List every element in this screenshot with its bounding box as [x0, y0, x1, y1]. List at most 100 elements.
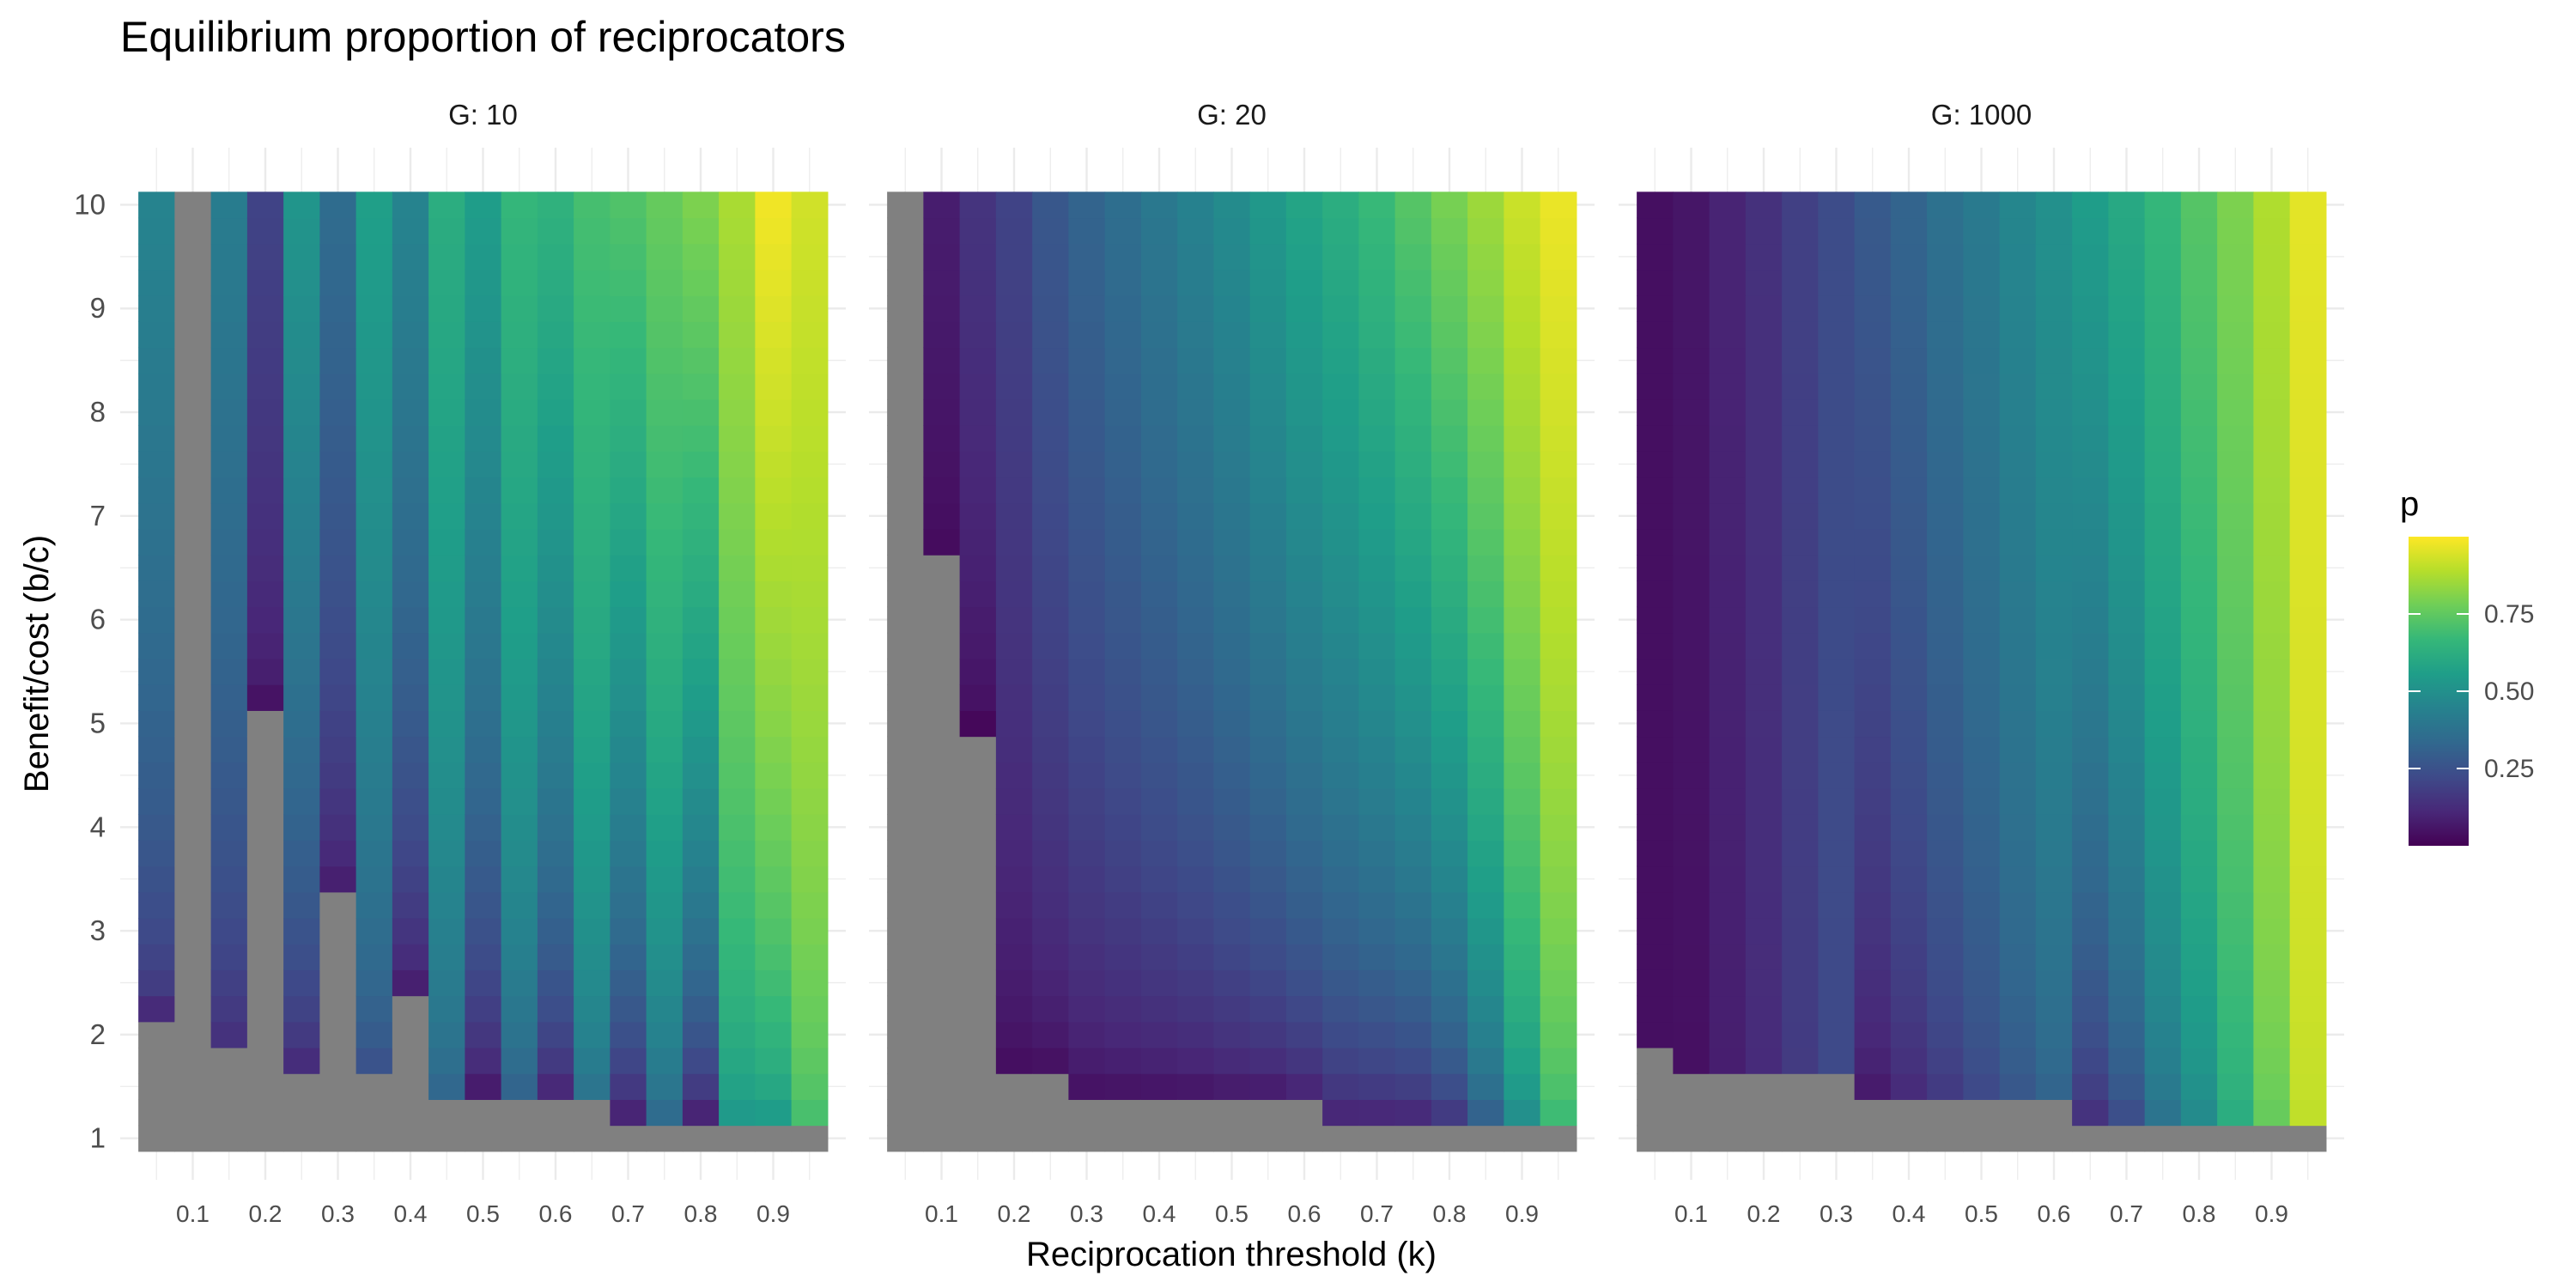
- heatmap-tile: [1032, 944, 1069, 970]
- heatmap-tile: [501, 191, 538, 219]
- heatmap-tile: [646, 969, 683, 997]
- heatmap-tile: [1467, 684, 1504, 711]
- heatmap-tile: [246, 969, 284, 997]
- heatmap-tile: [2144, 917, 2182, 945]
- heatmap-tile: [995, 736, 1033, 763]
- heatmap-tile: [392, 1047, 429, 1074]
- heatmap-tile: [174, 528, 212, 556]
- heatmap-tile: [1927, 632, 1964, 659]
- heatmap-tile: [646, 347, 683, 374]
- heatmap-tile: [319, 1125, 357, 1152]
- heatmap-tile: [646, 580, 683, 608]
- x-tick-label: 0.8: [2183, 1200, 2216, 1227]
- heatmap-tile: [1431, 632, 1468, 659]
- heatmap-tile: [1467, 762, 1504, 789]
- heatmap-tile: [1322, 1099, 1359, 1127]
- heatmap-tile: [355, 995, 393, 1023]
- heatmap-tile: [1177, 477, 1214, 504]
- heatmap-tile: [959, 814, 997, 841]
- heatmap-tile: [392, 191, 429, 219]
- heatmap-tile: [1818, 736, 1856, 763]
- heatmap-tile: [682, 762, 720, 789]
- heatmap-tile: [174, 684, 212, 711]
- heatmap-tile: [755, 295, 793, 322]
- heatmap-tile: [1709, 425, 1747, 452]
- heatmap-tile: [501, 373, 538, 400]
- heatmap-tile: [2253, 995, 2291, 1023]
- heatmap-tile: [574, 1125, 611, 1152]
- heatmap-tile: [1890, 1099, 1928, 1127]
- heatmap-tile: [2253, 1125, 2291, 1152]
- heatmap-tile: [1285, 787, 1323, 815]
- heatmap-tile: [682, 969, 720, 997]
- heatmap-tile: [2072, 580, 2109, 608]
- heatmap-tile: [1540, 969, 1577, 997]
- heatmap-tile: [174, 944, 212, 970]
- heatmap-tile: [1927, 1073, 1964, 1100]
- heatmap-tile: [1140, 191, 1178, 219]
- heatmap-tile: [1068, 1125, 1106, 1152]
- heatmap-tile: [1504, 502, 1541, 530]
- heatmap-tile: [719, 1021, 756, 1048]
- heatmap-tile: [1854, 944, 1892, 970]
- heatmap-tile: [1782, 891, 1819, 919]
- heatmap-tile: [1673, 321, 1710, 349]
- heatmap-tile: [1782, 840, 1819, 867]
- heatmap-tile: [2253, 451, 2291, 478]
- heatmap-tile: [959, 398, 997, 426]
- heatmap-tile: [1745, 373, 1783, 400]
- heatmap-tile: [1854, 1073, 1892, 1100]
- heatmap-tile: [1358, 891, 1396, 919]
- heatmap-tile: [2180, 1073, 2218, 1100]
- heatmap-tile: [2180, 944, 2218, 970]
- heatmap-tile: [1431, 398, 1468, 426]
- heatmap-tile: [392, 736, 429, 763]
- heatmap-tile: [923, 243, 961, 270]
- heatmap-tile: [1540, 840, 1577, 867]
- heatmap-tile: [755, 269, 793, 296]
- heatmap-tile: [1818, 398, 1856, 426]
- heatmap-tile: [2035, 373, 2073, 400]
- heatmap-tile: [1394, 243, 1432, 270]
- heatmap-tile: [1249, 580, 1287, 608]
- heatmap-tile: [501, 606, 538, 634]
- heatmap-tile: [2035, 814, 2073, 841]
- heatmap-tile: [2072, 969, 2109, 997]
- heatmap-tile: [537, 658, 574, 685]
- heatmap-tile: [1673, 632, 1710, 659]
- heatmap-tile: [2180, 269, 2218, 296]
- heatmap-tile: [537, 191, 574, 219]
- heatmap-tile: [1745, 891, 1783, 919]
- heatmap-tile: [1104, 451, 1142, 478]
- heatmap-tile: [1854, 269, 1892, 296]
- heatmap-tile: [428, 995, 465, 1023]
- heatmap-tile: [959, 995, 997, 1023]
- heatmap-tile: [959, 736, 997, 763]
- heatmap-tile: [755, 477, 793, 504]
- heatmap-tile: [1249, 658, 1287, 685]
- heatmap-tile: [1854, 398, 1892, 426]
- heatmap-tile: [2217, 528, 2254, 556]
- heatmap-tile: [501, 477, 538, 504]
- heatmap-tile: [2144, 321, 2182, 349]
- heatmap-tile: [1673, 502, 1710, 530]
- heatmap-tile: [210, 580, 248, 608]
- heatmap-tile: [1213, 917, 1251, 945]
- heatmap-tile: [610, 762, 647, 789]
- heatmap-tile: [646, 684, 683, 711]
- heatmap-tile: [2180, 1125, 2218, 1152]
- heatmap-tile: [1467, 1125, 1504, 1152]
- heatmap-tile: [1637, 944, 1674, 970]
- heatmap-tile: [1782, 269, 1819, 296]
- heatmap-tile: [465, 398, 502, 426]
- heatmap-tile: [574, 995, 611, 1023]
- heatmap-tile: [1213, 217, 1251, 245]
- heatmap-tile: [1818, 944, 1856, 970]
- heatmap-tile: [1213, 1099, 1251, 1127]
- x-axis-title: Reciprocation threshold (k): [1026, 1236, 1437, 1273]
- heatmap-tile: [1104, 632, 1142, 659]
- heatmap-tile: [755, 658, 793, 685]
- heatmap-tile: [1249, 398, 1287, 426]
- heatmap-tile: [2180, 632, 2218, 659]
- heatmap-tile: [1709, 321, 1747, 349]
